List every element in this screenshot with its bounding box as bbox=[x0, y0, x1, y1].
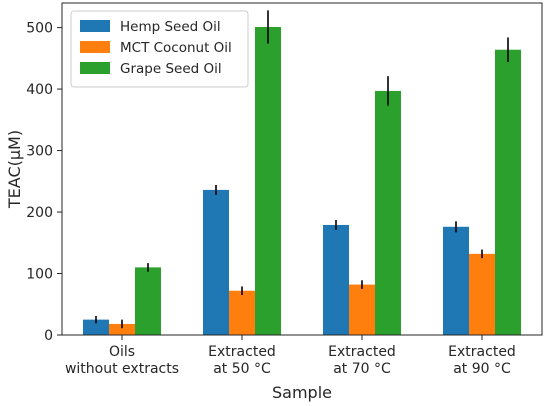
x-tick-label: Extracted at 70 °C bbox=[328, 344, 396, 377]
bar-grape-seed-oil-1 bbox=[255, 26, 281, 335]
bar-mct-coconut-oil-2 bbox=[349, 284, 375, 335]
bar-hemp-seed-oil-0 bbox=[83, 319, 109, 335]
y-tick-label: 100 bbox=[26, 267, 53, 283]
legend: Hemp Seed Oil MCT Coconut Oil Grape Seed O… bbox=[70, 10, 249, 88]
ticks-layer: 0 100 200 300 400 500 Oils without extracts Extr… bbox=[26, 21, 516, 377]
bar-hemp-seed-oil-3 bbox=[443, 226, 469, 335]
plot-frame bbox=[61, 2, 543, 336]
bar-mct-coconut-oil-3 bbox=[469, 253, 495, 335]
axes-layer bbox=[61, 2, 543, 336]
bars-layer bbox=[83, 26, 521, 336]
legend-label-grape-seed-oil: Grape Seed Oil bbox=[120, 61, 222, 77]
legend-label-hemp-seed-oil: Hemp Seed Oil bbox=[120, 19, 221, 35]
y-tick-label: 300 bbox=[26, 144, 53, 160]
x-tick-label: Extracted at 90 °C bbox=[448, 344, 516, 377]
x-axis-title: Sample bbox=[272, 383, 332, 402]
legend-label-mct-coconut-oil: MCT Coconut Oil bbox=[120, 40, 232, 56]
bar-hemp-seed-oil-2 bbox=[323, 224, 349, 335]
legend-swatch-mct-coconut-oil bbox=[80, 41, 110, 53]
y-axis-title: TEAC(μM) bbox=[5, 130, 24, 209]
y-tick-label: 400 bbox=[26, 82, 53, 98]
bar-grape-seed-oil-2 bbox=[375, 90, 401, 335]
y-tick-label: 500 bbox=[26, 21, 53, 37]
y-tick-label: 200 bbox=[26, 205, 53, 221]
legend-swatch-hemp-seed-oil bbox=[80, 20, 110, 32]
bar-mct-coconut-oil-0 bbox=[109, 323, 135, 335]
x-tick-label: Oils without extracts bbox=[65, 344, 179, 377]
bar-hemp-seed-oil-1 bbox=[203, 189, 229, 335]
legend-swatch-grape-seed-oil bbox=[80, 62, 110, 74]
y-tick-label: 0 bbox=[44, 328, 53, 344]
legend-box bbox=[70, 10, 249, 88]
error-bars-layer bbox=[95, 10, 509, 329]
bar-grape-seed-oil-0 bbox=[135, 267, 161, 335]
x-tick-label: Extracted at 50 °C bbox=[208, 344, 276, 377]
bar-grape-seed-oil-3 bbox=[495, 49, 521, 336]
bar-mct-coconut-oil-1 bbox=[229, 290, 255, 335]
